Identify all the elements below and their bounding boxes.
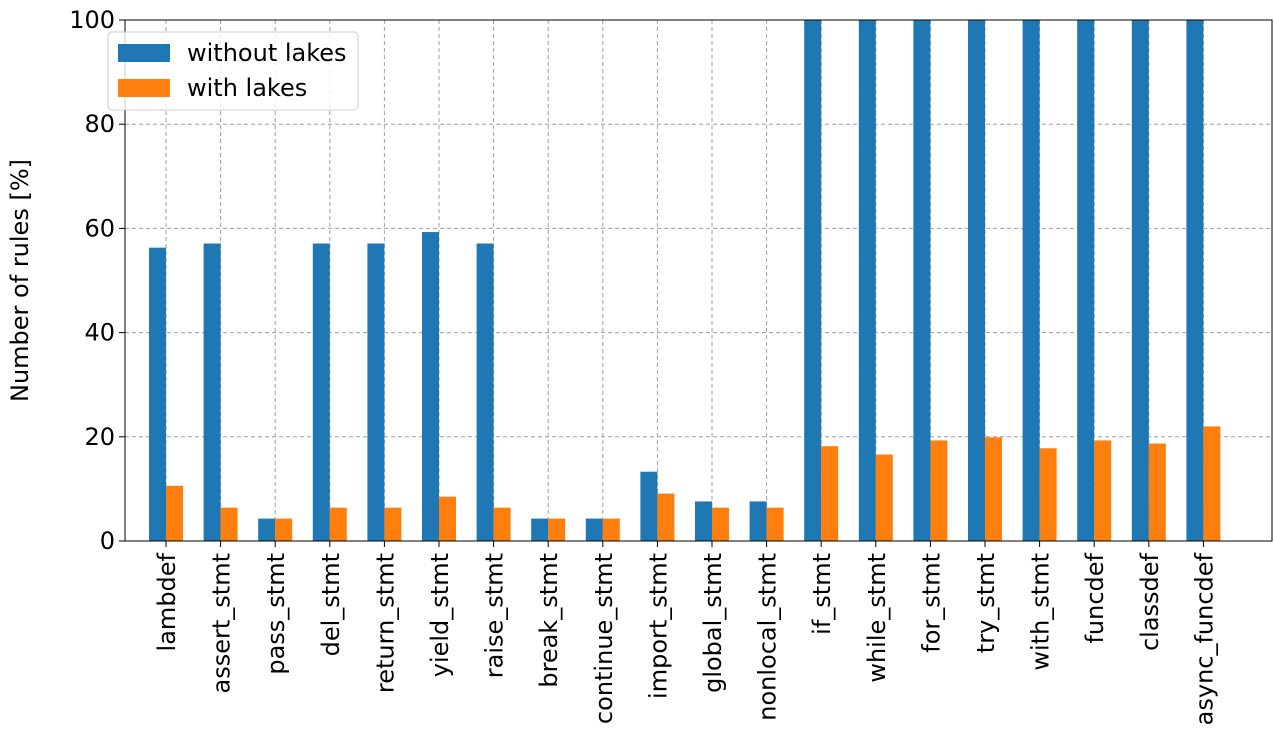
- y-tick-label: 80: [84, 110, 115, 138]
- bar-with-lakes-raise_stmt: [493, 507, 511, 541]
- legend: without lakes with lakes: [107, 31, 359, 111]
- y-axis-ticks: 0 20 40 60 80 100: [69, 6, 125, 555]
- bar-with-lakes-nonlocal_stmt: [766, 507, 784, 541]
- bar-without-lakes-continue_stmt: [585, 518, 603, 541]
- bar-without-lakes-async_funcdef: [1186, 20, 1204, 541]
- x-tick-label: del_stmt: [317, 553, 345, 656]
- x-tick-label: global_stmt: [699, 553, 727, 693]
- bar-with-lakes-for_stmt: [930, 440, 948, 541]
- x-tick-label: funcdef: [1081, 552, 1109, 643]
- bar-with-lakes-import_stmt: [657, 493, 675, 541]
- legend-box: [107, 31, 359, 111]
- bar-without-lakes-while_stmt: [858, 20, 876, 541]
- x-tick-label: async_funcdef: [1190, 552, 1218, 725]
- x-tick-label: with_stmt: [1027, 553, 1055, 671]
- x-tick-label: assert_stmt: [208, 553, 236, 693]
- x-tick-label: pass_stmt: [262, 553, 290, 675]
- y-tick-label: 20: [84, 423, 115, 451]
- bar-with-lakes-pass_stmt: [275, 518, 293, 541]
- bar-without-lakes-try_stmt: [968, 20, 985, 541]
- bar-with-lakes-assert_stmt: [220, 507, 238, 541]
- legend-label-without-lakes: without lakes: [187, 39, 347, 67]
- bar-with-lakes-yield_stmt: [439, 496, 456, 541]
- bar-without-lakes-import_stmt: [640, 471, 658, 541]
- bar-without-lakes-global_stmt: [695, 501, 712, 541]
- bars: [149, 20, 1221, 541]
- x-tick-label: nonlocal_stmt: [754, 553, 782, 721]
- y-axis-label: Number of rules [%]: [6, 159, 34, 402]
- x-tick-label: try_stmt: [972, 553, 1000, 653]
- x-tick-label: import_stmt: [644, 553, 672, 699]
- x-tick-label: if_stmt: [808, 553, 836, 635]
- x-tick-label: while_stmt: [863, 553, 891, 683]
- bar-with-lakes-classdef: [1148, 443, 1166, 541]
- x-axis-ticks: lambdef assert_stmt pass_stmt del_stmt retur…: [153, 541, 1218, 725]
- bar-with-lakes-funcdef: [1094, 440, 1112, 541]
- bar-with-lakes-if_stmt: [821, 446, 839, 541]
- y-tick-label: 100: [69, 6, 115, 34]
- bar-without-lakes-pass_stmt: [258, 518, 276, 541]
- bar-without-lakes-with_stmt: [1022, 20, 1040, 541]
- legend-swatch-without-lakes: [118, 44, 170, 62]
- bar-without-lakes-for_stmt: [913, 20, 931, 541]
- bar-without-lakes-if_stmt: [804, 20, 822, 541]
- bar-with-lakes-break_stmt: [548, 518, 566, 541]
- y-tick-label: 60: [84, 214, 115, 242]
- bar-without-lakes-raise_stmt: [476, 243, 494, 541]
- x-tick-label: for_stmt: [917, 553, 945, 653]
- bar-with-lakes-lambdef: [166, 485, 183, 541]
- bar-without-lakes-break_stmt: [531, 518, 549, 541]
- bar-without-lakes-funcdef: [1077, 20, 1095, 541]
- x-tick-label: classdef: [1136, 552, 1164, 651]
- legend-swatch-with-lakes: [118, 79, 170, 97]
- plot-frame: [124, 19, 1273, 542]
- bar-with-lakes-try_stmt: [985, 437, 1002, 541]
- x-tick-label: break_stmt: [535, 553, 563, 688]
- bar-without-lakes-yield_stmt: [422, 232, 439, 541]
- x-tick-label: continue_stmt: [590, 553, 618, 724]
- bar-without-lakes-lambdef: [149, 247, 166, 541]
- bar-with-lakes-del_stmt: [329, 507, 347, 541]
- bar-without-lakes-assert_stmt: [203, 243, 221, 541]
- bar-with-lakes-continue_stmt: [602, 518, 620, 541]
- bar-without-lakes-classdef: [1131, 20, 1149, 541]
- bar-without-lakes-del_stmt: [312, 243, 330, 541]
- bar-with-lakes-with_stmt: [1039, 448, 1057, 541]
- x-tick-label: return_stmt: [371, 553, 399, 693]
- y-tick-label: 40: [84, 319, 115, 347]
- x-tick-label: yield_stmt: [426, 553, 454, 677]
- bar-with-lakes-while_stmt: [875, 454, 893, 541]
- bar-without-lakes-return_stmt: [367, 243, 385, 541]
- bar-with-lakes-async_funcdef: [1203, 426, 1221, 541]
- bar-with-lakes-return_stmt: [384, 507, 402, 541]
- x-tick-label: lambdef: [153, 552, 181, 651]
- bar-without-lakes-nonlocal_stmt: [749, 501, 767, 541]
- bar-with-lakes-global_stmt: [712, 507, 729, 541]
- x-tick-label: raise_stmt: [481, 553, 509, 678]
- y-tick-label: 0: [100, 527, 115, 555]
- legend-label-with-lakes: with lakes: [187, 74, 307, 102]
